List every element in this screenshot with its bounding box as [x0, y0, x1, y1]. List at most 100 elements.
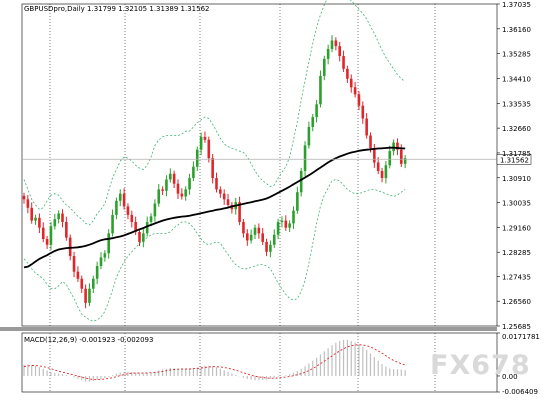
candle-body	[342, 56, 345, 69]
candle-body	[138, 231, 141, 242]
candle-body	[68, 237, 72, 257]
candle-body	[126, 206, 130, 215]
candle-body	[253, 227, 257, 235]
candle-body	[99, 257, 103, 266]
candle-body	[257, 227, 261, 234]
candle-body	[61, 213, 64, 223]
current-price-label: 1.31562	[500, 156, 529, 164]
candle-body	[92, 278, 95, 289]
candle-body	[276, 222, 280, 235]
candle-body	[22, 195, 26, 200]
price-tick-label: 1.27435	[502, 273, 531, 281]
price-tick-label: 1.28285	[502, 249, 531, 257]
candle-body	[242, 222, 245, 234]
candle-body	[38, 217, 41, 228]
price-tick-label: 1.26560	[502, 298, 531, 306]
watermark: FX678	[430, 350, 531, 381]
candle-body	[80, 278, 84, 289]
grid-layer	[0, 3, 498, 393]
price-tick-label: 1.37035	[502, 1, 531, 9]
candle-body	[261, 233, 264, 242]
candle-body	[30, 207, 33, 221]
candle-body	[376, 162, 380, 171]
moving-average-line	[23, 146, 406, 269]
candle-body	[288, 223, 291, 228]
candles-layer	[22, 35, 407, 309]
macd-tick-label: 0.00	[502, 373, 518, 381]
candle-body	[88, 288, 91, 303]
current-price-line: 1.31562	[22, 154, 532, 165]
candle-body	[49, 226, 53, 245]
candle-body	[95, 265, 99, 279]
candle-body	[165, 179, 168, 191]
price-tick-label: 1.36160	[502, 26, 531, 34]
candle-body	[184, 189, 187, 197]
candle-body	[180, 193, 184, 197]
candle-body	[388, 151, 392, 166]
candle-body	[319, 75, 322, 105]
price-tick-label: 1.35285	[502, 51, 531, 59]
candle-body	[349, 78, 353, 88]
candle-body	[130, 214, 134, 223]
macd-header: MACD(12,26,9) -0.001923 -0.002093	[24, 336, 153, 344]
candle-body	[161, 189, 164, 191]
candle-body	[357, 94, 361, 106]
macd-tick-label: 0.0171781	[502, 333, 540, 341]
current-price-box	[496, 154, 532, 165]
bollinger_upper-line	[23, 0, 406, 226]
candle-body	[84, 288, 87, 303]
price-tick-label: 1.29160	[502, 224, 531, 232]
candle-body	[118, 193, 122, 201]
candle-body	[172, 173, 176, 184]
candle-body	[122, 193, 126, 207]
candle-body	[111, 214, 114, 234]
candle-body	[169, 173, 172, 180]
candle-body	[280, 220, 284, 223]
price-panel-frame	[21, 3, 498, 327]
candle-body	[369, 135, 372, 149]
candle-body	[115, 200, 118, 215]
candle-body	[330, 40, 334, 49]
candle-body	[265, 241, 268, 252]
candle-body	[176, 183, 180, 194]
price-tick-label: 1.33535	[502, 100, 531, 108]
candle-body	[76, 271, 80, 279]
candle-body	[272, 234, 276, 245]
bollinger_lower-line	[23, 179, 406, 322]
candle-body	[323, 58, 326, 76]
candle-body	[188, 178, 191, 190]
candle-body	[400, 149, 403, 164]
candle-body	[303, 145, 307, 171]
candle-body	[296, 192, 299, 211]
price-axis: 1.37035 1.36160 1.35285 1.34410 1.33535 1.326…	[497, 1, 531, 331]
candle-body	[311, 117, 315, 127]
candle-body	[215, 178, 218, 190]
candle-body	[149, 216, 153, 223]
candle-body	[134, 222, 137, 232]
candle-body	[53, 219, 57, 227]
candle-body	[326, 48, 330, 59]
candle-body	[57, 213, 60, 220]
price-tick-label: 1.34410	[502, 75, 531, 83]
candle-body	[334, 40, 338, 47]
candle-body	[246, 233, 249, 241]
candle-body	[41, 227, 45, 240]
candle-body	[195, 149, 199, 167]
candle-body	[45, 239, 49, 245]
candle-body	[353, 87, 357, 95]
candle-body	[365, 118, 368, 136]
candle-body	[203, 136, 207, 140]
candle-body	[145, 222, 149, 234]
candle-body	[338, 46, 341, 57]
candle-body	[226, 199, 230, 206]
candle-body	[373, 148, 376, 163]
candle-body	[107, 233, 110, 254]
candle-body	[269, 244, 272, 252]
candle-body	[346, 68, 349, 79]
price-tick-label: 1.31785	[502, 150, 531, 158]
candle-body	[361, 105, 365, 119]
candle-body	[26, 199, 30, 208]
candle-body	[142, 233, 145, 242]
candle-body	[384, 165, 388, 179]
